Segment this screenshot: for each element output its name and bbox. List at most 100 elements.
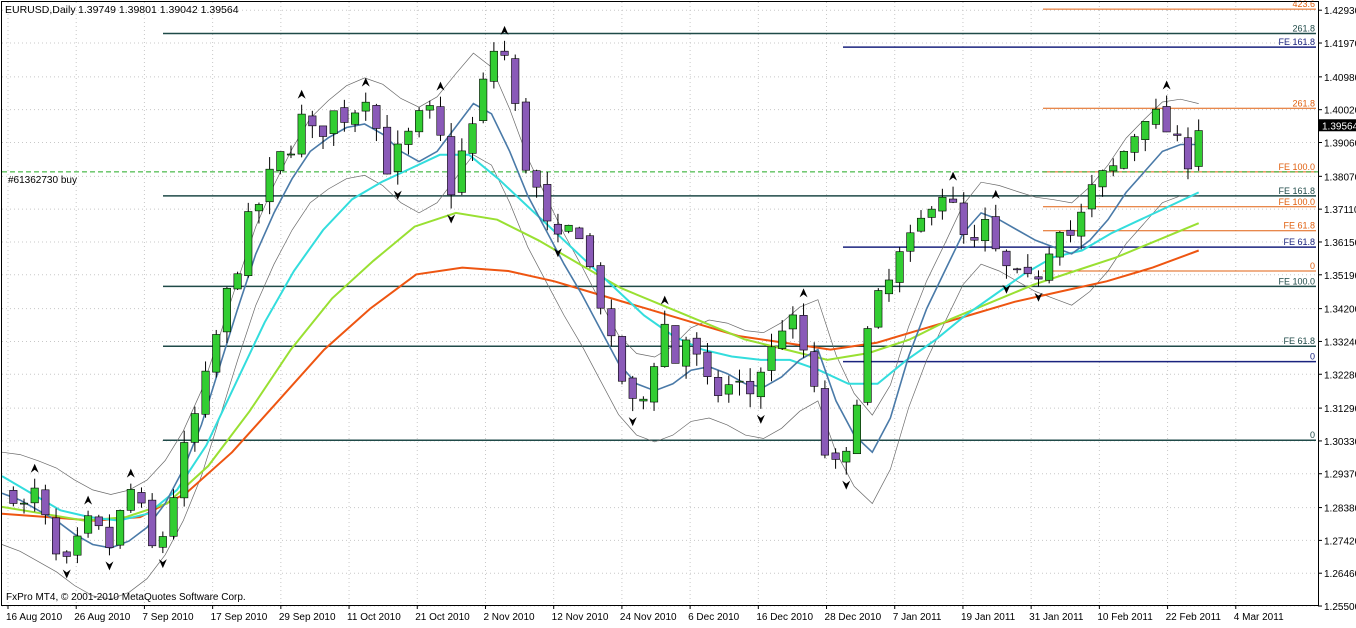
x-tick-label: 10 Feb 2011 xyxy=(1097,612,1153,623)
candle-body xyxy=(788,314,797,330)
candle-body xyxy=(660,323,669,368)
candle-body xyxy=(511,58,520,104)
candle-body xyxy=(714,376,723,396)
candle-body xyxy=(585,235,595,268)
candle-body xyxy=(19,502,29,505)
fib-level-label: FE 100.0 xyxy=(1278,276,1315,286)
candle-body xyxy=(329,110,338,134)
y-tick-label: 1.38070 xyxy=(1324,172,1356,183)
copyright-text: FxPro MT4, © 2001-2010 MetaQuotes Softwa… xyxy=(6,592,246,603)
fractal-up-icon xyxy=(436,81,445,91)
candle-body xyxy=(671,325,680,364)
candle-body xyxy=(372,105,381,129)
candle-body xyxy=(222,288,231,333)
candle-body xyxy=(62,551,71,557)
candle-body xyxy=(244,211,253,276)
candle-body xyxy=(895,251,904,283)
candle-body xyxy=(564,224,573,232)
candle-body xyxy=(831,452,840,460)
candle-body xyxy=(73,535,82,556)
fractal-down-icon xyxy=(62,569,71,579)
fractal-down-icon xyxy=(1002,284,1011,294)
candle-body xyxy=(842,450,851,463)
candle-body xyxy=(543,184,552,222)
candle-body xyxy=(180,442,189,499)
fractal-up-icon xyxy=(500,25,509,35)
fractal-up-icon xyxy=(1162,80,1171,90)
x-tick-label: 11 Oct 2010 xyxy=(347,612,401,623)
fib-level-label: FE 100.0 xyxy=(1278,197,1315,207)
candle-body xyxy=(148,499,157,547)
y-tick-label: 1.40020 xyxy=(1324,106,1356,117)
y-tick-label: 1.25500 xyxy=(1324,602,1356,613)
fib-level-label: 261.8 xyxy=(1292,98,1315,108)
candle-body xyxy=(1162,106,1171,133)
y-tick-label: 1.41970 xyxy=(1324,39,1356,50)
y-tick-label: 1.30330 xyxy=(1324,437,1356,448)
x-tick-label: 17 Sep 2010 xyxy=(211,612,268,623)
candle-body xyxy=(927,208,936,218)
candle-body xyxy=(158,536,167,548)
candle-body xyxy=(884,279,894,295)
y-tick-label: 1.40980 xyxy=(1324,73,1356,84)
candle-body xyxy=(810,351,819,387)
candle-body xyxy=(1077,211,1086,237)
candle-body xyxy=(9,490,18,504)
fractal-down-icon xyxy=(393,190,402,200)
candle-body xyxy=(820,388,829,456)
x-tick-label: 29 Sep 2010 xyxy=(279,612,336,623)
fractal-up-icon xyxy=(949,171,958,181)
candle-body xyxy=(169,497,178,537)
candle-body xyxy=(436,106,445,136)
candle-body xyxy=(703,351,712,377)
candle-body xyxy=(607,308,616,337)
candle-body xyxy=(799,315,808,351)
x-tick-label: 16 Dec 2010 xyxy=(756,612,813,623)
candle-body xyxy=(489,50,498,82)
candle-body xyxy=(457,150,466,193)
candle-body xyxy=(575,227,584,240)
fib-level-label: 0 xyxy=(1310,261,1315,271)
fractal-down-icon xyxy=(628,417,637,427)
fractal-down-icon xyxy=(842,480,851,490)
candle-body xyxy=(393,143,402,172)
fractal-up-icon xyxy=(361,77,370,87)
candle-body xyxy=(1002,250,1011,267)
candle-body xyxy=(767,346,776,371)
fractal-down-icon xyxy=(756,414,765,424)
y-tick-label: 1.28380 xyxy=(1324,504,1356,515)
candle-body xyxy=(650,366,659,403)
order-label: #61362730 buy xyxy=(8,175,77,186)
candle-body xyxy=(1151,108,1160,125)
candle-body xyxy=(84,515,93,534)
candle-body xyxy=(1119,151,1128,169)
fib-level-label: FE 100.0 xyxy=(1278,162,1315,172)
current-price-label: 1.39564 xyxy=(1322,121,1356,132)
y-tick-label: 1.26460 xyxy=(1324,569,1356,580)
x-tick-label: 26 Aug 2010 xyxy=(74,612,131,623)
fractal-down-icon xyxy=(105,561,114,571)
x-tick-label: 2 Nov 2010 xyxy=(483,612,535,623)
candle-body xyxy=(959,202,968,235)
x-tick-label: 19 Jan 2011 xyxy=(961,612,1016,623)
candle-body xyxy=(468,123,477,154)
candle-body xyxy=(1109,165,1118,172)
candle-body xyxy=(1141,121,1150,140)
chart-header-symbol: EURUSD,Daily xyxy=(5,4,76,16)
fractal-up-icon xyxy=(297,89,306,99)
current-price-box xyxy=(1319,119,1356,132)
candle-body xyxy=(949,198,958,203)
candle-body xyxy=(746,380,755,395)
candle-body xyxy=(553,223,562,235)
candle-body xyxy=(1098,170,1107,188)
candle-body xyxy=(1034,276,1043,280)
fractal-up-icon xyxy=(799,288,808,298)
candle-body xyxy=(415,110,424,133)
y-tick-label: 1.27420 xyxy=(1324,536,1356,547)
candle-body xyxy=(778,330,787,349)
fib-level-label: FE 161.8 xyxy=(1278,37,1315,47)
candle-body xyxy=(212,334,221,373)
candle-body xyxy=(906,232,915,252)
